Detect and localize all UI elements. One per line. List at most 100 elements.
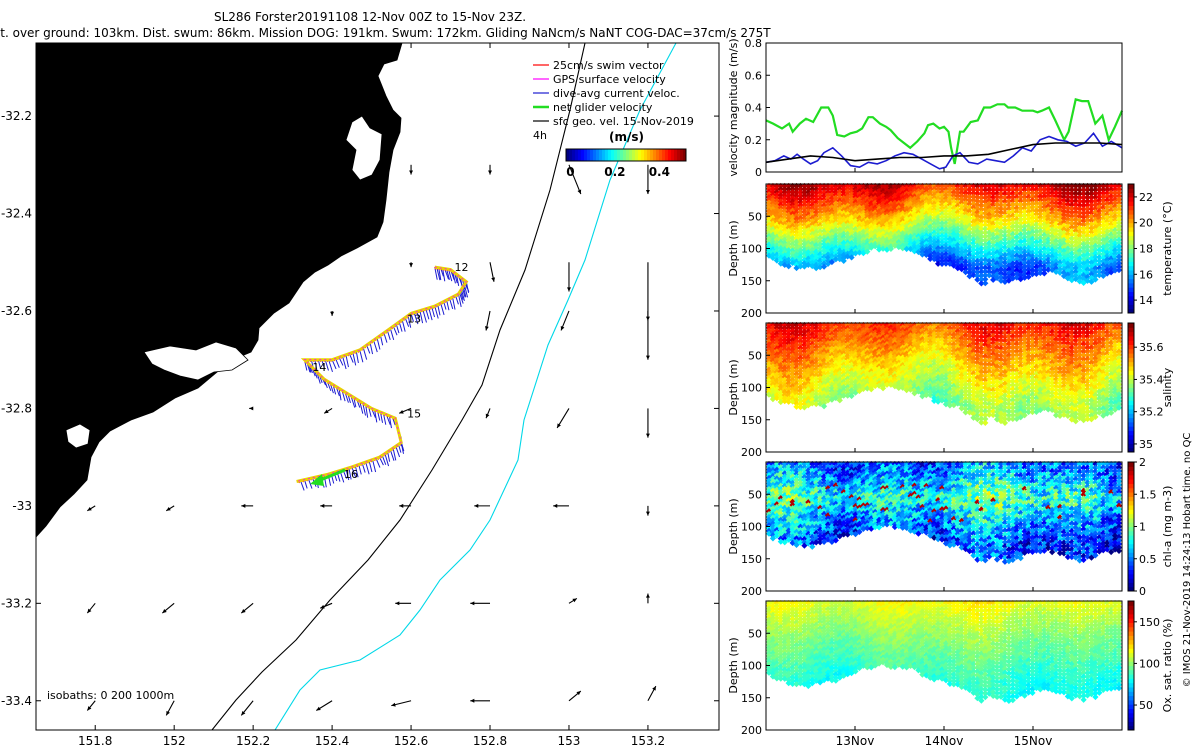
depth-axis-label: Depth (m) [727, 220, 740, 276]
dive-avg-current-vector [361, 463, 366, 473]
geo-velocity-arrow [241, 503, 254, 508]
geo-velocity-arrow [165, 700, 175, 716]
geo-arrow-head [553, 503, 558, 508]
geo-velocity-arrow [399, 503, 412, 508]
dive-avg-current-vector [398, 321, 403, 332]
dive-avg-current-vector [388, 415, 392, 429]
map-colorbar-cell [620, 149, 624, 161]
section-colorbar-cell [1128, 231, 1134, 237]
geo-arrow-head [409, 170, 414, 175]
geo-velocity-arrow [560, 310, 570, 331]
geo-velocity-arrow [240, 602, 254, 614]
geo-velocity-arrow [87, 505, 96, 512]
dive-avg-current-vector [328, 359, 333, 373]
river-channels [57, 95, 359, 461]
dive-avg-current-vector [452, 296, 456, 310]
section-colorbar-cell [1128, 201, 1134, 206]
geo-velocity-arrow [645, 408, 650, 438]
section-colorbar-cell [1128, 295, 1134, 301]
geo-arrow-head [251, 263, 256, 268]
dive-avg-current-vector [392, 326, 398, 336]
geo-arrow-head [557, 423, 561, 428]
dive-avg-current-vector [341, 355, 347, 370]
map-axis-ticks: 151.8 152 152.2 152.4 152.6 152.8 153 153.2-32.… [1, 43, 719, 748]
dive-avg-current-vector [425, 308, 430, 320]
dive-avg-current-vector [314, 359, 318, 372]
section-colorbar-cell [1128, 282, 1134, 288]
map-colorbar-cell [569, 149, 573, 161]
geo-velocity-arrow [86, 602, 96, 614]
geo-velocity-arrow [320, 503, 333, 508]
map-y-tick-label: -32.8 [1, 401, 32, 415]
colorbar-tick-label: 16 [1139, 268, 1153, 281]
geo-velocity-arrow [645, 593, 650, 604]
section-colorbar-cell [1128, 222, 1134, 228]
geo-arrow-head [491, 277, 496, 282]
geo-velocity-arrow [399, 407, 412, 414]
colorbar-tick-label: 14 [1139, 294, 1153, 307]
section-colorbar-cell [1128, 196, 1134, 202]
estuary-upper [345, 115, 383, 181]
map-colorbar-cell [587, 149, 591, 161]
geo-velocity-arrow [645, 164, 650, 195]
map-colorbar-cell [584, 149, 588, 161]
dive-avg-current-vector [449, 298, 454, 310]
geo-arrow-head [645, 593, 650, 598]
section-colorbar-cell [1128, 287, 1134, 292]
dive-avg-current-vector [307, 478, 313, 489]
estuary-mid [143, 341, 249, 381]
colorbar-label: temperature (°C) [1161, 201, 1174, 295]
dive-avg-current-vector [395, 446, 401, 458]
section-colorbar-cell [1128, 304, 1134, 310]
map-x-tick-label: 152 [163, 734, 186, 748]
geo-arrow-head [645, 511, 650, 516]
map-colorbar-cell [656, 149, 660, 161]
legend-swim-vector: 25cm/s swim vector [553, 59, 664, 72]
land-mass [36, 43, 403, 538]
dive-avg-current-vector [384, 453, 390, 467]
map-colorbar-cell [677, 149, 681, 161]
section-colorbar-cell [1128, 205, 1134, 211]
geo-arrow-head [87, 506, 92, 511]
depth-tick-label: 150 [741, 275, 762, 288]
dive-avg-current-vector [352, 352, 357, 366]
dive-avg-current-vector [368, 460, 373, 473]
geo-velocity-arrow [316, 700, 333, 711]
velocity-y-tick-label: 0.6 [745, 69, 763, 82]
track-day-label: 14 [312, 361, 326, 374]
section-colorbar-cell [1128, 188, 1134, 194]
section-colorbar-cell [1128, 235, 1134, 241]
estuary-lower [65, 423, 91, 449]
geo-arrow-head [324, 409, 329, 414]
section-colorbar-cell [1128, 248, 1134, 254]
dive-avg-current-vector [372, 459, 377, 473]
geo-arrow-head [645, 433, 650, 438]
geo-arrow-head [391, 702, 396, 707]
section-colorbar-cell [1128, 278, 1134, 284]
map-colorbar-cell [608, 149, 612, 161]
dive-avg-current-vector [345, 468, 350, 481]
section-colorbar-cell [1128, 192, 1134, 198]
geo-arrow-head [399, 503, 404, 508]
dive-avg-current-vector [457, 293, 462, 308]
section-colorbar-cell [1128, 218, 1134, 224]
geo-velocity-arrow [484, 310, 491, 331]
isobaths-label: isobaths: 0 200 1000m [47, 689, 174, 702]
geo-arrow-head [162, 608, 167, 614]
dive-avg-current-vector [348, 353, 354, 363]
dive-avg-current-vector [400, 442, 404, 454]
map-colorbar-cell [590, 149, 594, 161]
geo-velocity-arrow [240, 700, 254, 716]
depth-tick-label: 50 [748, 210, 762, 223]
geo-velocity-arrow [553, 503, 569, 508]
map-x-tick-label: 152.8 [473, 734, 507, 748]
geo-arrow-head [330, 311, 335, 316]
geo-velocity-arrow [556, 408, 570, 429]
map-y-tick-label: -32.6 [1, 304, 32, 318]
map-colorbar-cell [674, 149, 678, 161]
geo-arrow-head [572, 598, 577, 603]
dive-avg-current-vector [335, 358, 340, 368]
section-colorbar-cell [1128, 184, 1134, 189]
